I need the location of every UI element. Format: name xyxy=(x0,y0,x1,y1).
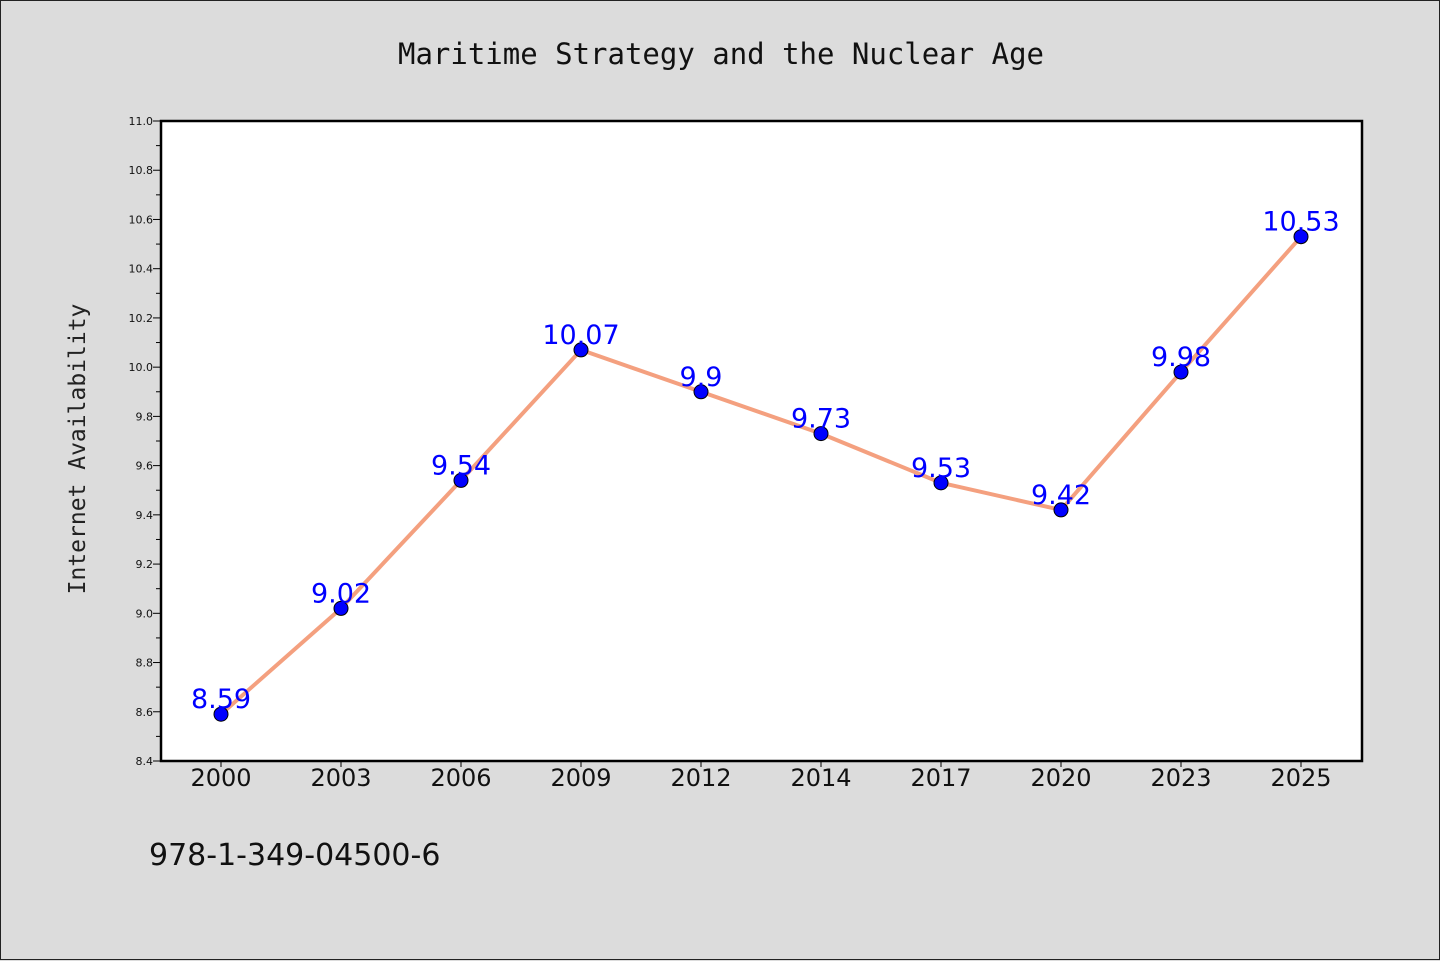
data-label: 9.73 xyxy=(791,404,851,435)
y-axis: 8.4 8.6 8.8 9.0 9.2 9.4 9.6 9.8 10.0 10.2 10.4 10.6… xyxy=(129,115,161,768)
series: 8.59 9.02 9.54 10.07 9.9 9.73 9.53 9.42 9.98 10.5… xyxy=(191,207,1340,722)
data-label: 9.54 xyxy=(431,450,491,481)
y-tick-label: 9.6 xyxy=(136,460,154,473)
x-tick-label: 2014 xyxy=(790,764,851,792)
data-label: 9.98 xyxy=(1151,342,1211,373)
data-point xyxy=(693,384,709,400)
y-tick-label: 9.2 xyxy=(136,558,154,571)
series-line xyxy=(219,235,1303,716)
plot-border xyxy=(159,119,1364,763)
x-tick-label: 2012 xyxy=(670,764,731,792)
isbn-footer: 978-1-349-04500-6 xyxy=(149,838,440,873)
x-tick-label: 2006 xyxy=(430,764,491,792)
x-tick-label: 2020 xyxy=(1030,764,1091,792)
y-tick-label: 8.8 xyxy=(136,657,154,670)
data-label: 10.53 xyxy=(1262,207,1339,238)
data-point xyxy=(573,342,589,358)
y-tick-label: 8.6 xyxy=(136,706,154,719)
y-tick-label: 9.8 xyxy=(136,410,154,423)
y-tick-label: 10.0 xyxy=(129,361,154,374)
y-axis-label: Internet Availability xyxy=(65,304,91,595)
data-point xyxy=(813,426,829,442)
y-tick-label: 8.4 xyxy=(136,755,154,768)
y-tick-label: 10.8 xyxy=(129,164,154,177)
x-axis: 2000 2003 2006 2009 2012 2014 2017 2020 2023 2025 xyxy=(190,761,1332,792)
data-point xyxy=(933,475,949,491)
data-label: 10.07 xyxy=(542,320,619,351)
x-tick-label: 2017 xyxy=(910,764,971,792)
data-point xyxy=(1173,364,1189,380)
data-point xyxy=(453,472,469,488)
y-tick-label: 9.0 xyxy=(136,607,154,620)
x-tick-label: 2000 xyxy=(190,764,251,792)
y-tick-label: 10.6 xyxy=(129,213,154,226)
plot-area xyxy=(161,121,1362,761)
y-tick-label: 9.4 xyxy=(136,509,154,522)
data-label: 8.59 xyxy=(191,684,251,715)
x-tick-label: 2025 xyxy=(1270,764,1331,792)
data-point xyxy=(213,706,229,722)
chart-title: Maritime Strategy and the Nuclear Age xyxy=(398,37,1044,71)
data-label: 9.9 xyxy=(680,362,723,393)
y-tick-label: 11.0 xyxy=(129,115,154,128)
data-point xyxy=(1293,229,1309,245)
x-tick-label: 2023 xyxy=(1150,764,1211,792)
x-tick-label: 2003 xyxy=(310,764,371,792)
y-tick-label: 10.4 xyxy=(129,263,154,276)
data-point xyxy=(1053,502,1069,518)
data-label: 9.53 xyxy=(911,453,971,484)
x-tick-label: 2009 xyxy=(550,764,611,792)
data-label: 9.02 xyxy=(311,578,371,609)
data-label: 9.42 xyxy=(1031,480,1091,511)
data-point xyxy=(333,600,349,616)
y-tick-label: 10.2 xyxy=(129,312,154,325)
